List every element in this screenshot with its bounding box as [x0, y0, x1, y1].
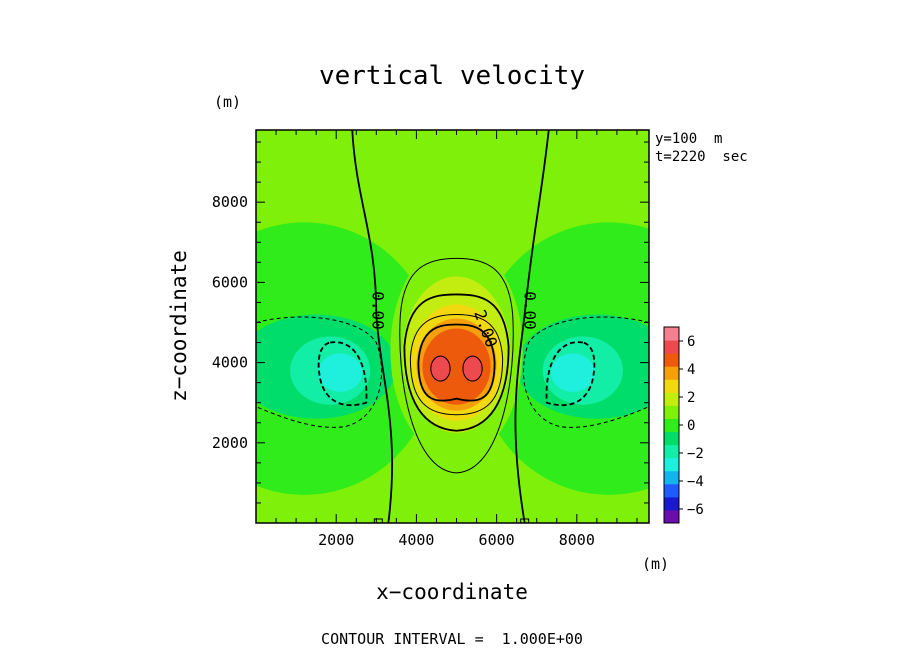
colorbar-segment: [664, 496, 679, 511]
contour-plus1: [399, 257, 514, 474]
colorbar-segment: [664, 431, 679, 446]
y-tick-label: 6000: [212, 273, 248, 291]
colorbar-tick-label: 4: [687, 362, 695, 378]
colorbar-segment: [664, 353, 679, 367]
annotation-y: y=100 m: [655, 131, 722, 147]
x-axis-title: x−coordinate: [376, 580, 528, 604]
colorbar-segment: [664, 418, 679, 433]
x-tick-label: 4000: [398, 531, 434, 549]
contour-plus2: [403, 293, 510, 432]
x-axis-ticks: 2000 4000 6000 8000: [255, 130, 638, 549]
colorbar-segment: [664, 509, 679, 524]
chart-title: vertical velocity: [319, 61, 585, 91]
y-tick-label: 4000: [212, 354, 248, 372]
colorbar-segment: [664, 392, 679, 406]
contour-zero-right: [514, 130, 550, 523]
colorbar-segment: [664, 483, 679, 498]
contour-interval-footer: CONTOUR INTERVAL = 1.000E+00: [321, 630, 583, 648]
band-max-right: [462, 355, 483, 382]
contour-minus1-left: [256, 316, 383, 428]
colorbar-segment: [664, 379, 679, 393]
contour-plus3: [409, 313, 504, 416]
band-center-5-6: [422, 328, 491, 405]
x-axis-unit: (m): [642, 555, 669, 573]
contour-label-zero-right: 0.00: [521, 291, 540, 330]
contour-minus2-right: [545, 341, 596, 407]
contour-stub-right: [520, 518, 530, 523]
y-tick-label: 2000: [212, 434, 248, 452]
colorbar-tick-label: 6: [687, 334, 695, 350]
colorbar-tick-label: −6: [687, 502, 704, 518]
contour-max-right: [462, 355, 483, 382]
colorbar-tick-label: 0: [687, 418, 695, 434]
colorbar-segment: [664, 444, 679, 459]
y-tick-label: 8000: [212, 193, 248, 211]
contour-plus4: [417, 323, 496, 402]
colorbar-segment: [664, 457, 679, 472]
colorbar-segment: [664, 366, 679, 380]
y-axis-ticks: 2000 4000 6000 8000: [212, 141, 649, 524]
velocity-field: [256, 130, 649, 523]
contour-minus2-left: [317, 341, 368, 407]
y-axis-unit: (m): [214, 93, 241, 111]
annotation-t: t=2220 sec: [655, 149, 748, 165]
colorbar-tick-label: −4: [687, 474, 704, 490]
y-axis-title: z−coordinate: [167, 250, 191, 402]
contour-zero-left: [351, 130, 393, 523]
colorbar: 6 4 2 0 −2 −4 −6: [663, 326, 704, 524]
band-right-neg3-neg2: [550, 353, 595, 392]
x-tick-label: 2000: [318, 531, 354, 549]
contour-minus1-right: [522, 316, 649, 428]
colorbar-tick-label: −2: [687, 446, 704, 462]
x-tick-label: 8000: [559, 531, 595, 549]
colorbar-segment: [664, 405, 679, 419]
contour-stub-left: [373, 518, 383, 523]
band-max-left: [430, 355, 451, 382]
plot-frame: [255, 129, 650, 524]
band-left-neg3-neg2: [318, 353, 363, 392]
colorbar-tick-label: 2: [687, 390, 695, 406]
x-tick-label: 6000: [479, 531, 515, 549]
contour-label-zero-left: 0.00: [368, 291, 387, 330]
colorbar-segment: [664, 470, 679, 485]
colorbar-segment: [664, 340, 679, 354]
contour-max-left: [430, 355, 451, 382]
colorbar-segment: [664, 327, 679, 341]
